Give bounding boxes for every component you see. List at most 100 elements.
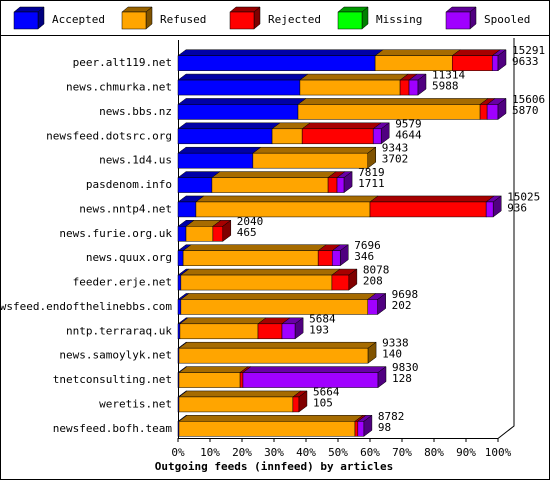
- bar-segment: [317, 244, 341, 266]
- row-count: 5988: [432, 80, 459, 93]
- bar-front: [178, 421, 356, 437]
- bar-front: [327, 177, 338, 193]
- y-tick-label: newsfeed.endofthelinebbs.com: [0, 300, 172, 313]
- legend-swatch: [229, 11, 255, 30]
- row-total: 9698: [392, 288, 419, 301]
- row-count: 9633: [512, 55, 539, 68]
- bar-front: [177, 274, 182, 291]
- x-tick-label: 40%: [296, 446, 316, 459]
- legend-swatch: [121, 11, 147, 30]
- bar-front: [301, 128, 374, 145]
- bar-front: [485, 201, 494, 218]
- legend-item: Spooled: [445, 6, 530, 30]
- y-tick-label: newsfeed.dotsrc.org: [46, 129, 172, 142]
- bar-segment: [178, 390, 302, 413]
- bar-side: [377, 366, 387, 389]
- bar-segment: [185, 220, 222, 242]
- bar-segment: [177, 98, 307, 120]
- x-tick-label: 30%: [264, 446, 284, 459]
- bar-side: [417, 73, 427, 96]
- bar-side: [348, 268, 358, 291]
- y-tick-label: news.bbs.nz: [99, 105, 172, 118]
- bar-segment: [177, 146, 262, 169]
- bar-front: [239, 372, 244, 388]
- bar-front: [271, 128, 303, 145]
- legend-item: Accepted: [13, 6, 105, 30]
- row-count: 128: [392, 372, 412, 385]
- x-axis-title: Outgoing feeds (innfeed) by articles: [155, 460, 393, 473]
- bar-side: [380, 122, 390, 145]
- bar-top: [178, 341, 377, 349]
- y-tick-label: feeder.erje.net: [73, 276, 172, 289]
- bar-front: [180, 274, 333, 291]
- bar-segment: [195, 195, 379, 218]
- bar-top: [180, 268, 341, 276]
- bar-front: [399, 79, 410, 96]
- row-total: 8078: [363, 264, 390, 277]
- row-count: 3702: [382, 153, 409, 166]
- bar-side: [222, 219, 232, 242]
- legend-item: Refused: [121, 6, 206, 30]
- y-tick-label: news.quux.org: [86, 251, 172, 264]
- bar-front: [211, 177, 329, 193]
- bar-segment: [242, 366, 387, 388]
- bar-side: [367, 341, 377, 364]
- bar-segment: [178, 366, 249, 388]
- y-tick-label: pasdenom.info: [86, 178, 172, 191]
- bar-segment: [301, 122, 382, 145]
- legend-item: Missing: [337, 6, 422, 30]
- bar-top: [252, 146, 377, 154]
- bar-segment: [281, 317, 304, 340]
- x-tick-label: 70%: [392, 446, 412, 459]
- legend-label: Spooled: [484, 13, 530, 26]
- bar-side: [294, 317, 304, 340]
- row-count: 208: [363, 275, 383, 288]
- bar-top: [177, 73, 309, 81]
- bar-front: [177, 79, 301, 96]
- bar-segment: [299, 73, 409, 96]
- bar-segment: [252, 146, 377, 169]
- bar-front: [408, 79, 419, 96]
- bar-front: [178, 396, 294, 413]
- bar-front: [292, 396, 300, 413]
- legend-swatch: [445, 11, 471, 30]
- row-count: 346: [354, 250, 374, 263]
- y-tick-label: peer.alt119.net: [73, 56, 172, 69]
- bar-side: [497, 97, 507, 120]
- bar-segment: [177, 171, 221, 193]
- bar-top: [369, 195, 495, 203]
- bar-front: [354, 421, 359, 437]
- bar-front: [257, 323, 283, 340]
- row-total: 9338: [382, 337, 409, 350]
- bar-top: [177, 49, 384, 56]
- bar-side: [343, 171, 353, 194]
- bar-segment: [180, 268, 341, 291]
- bar-front: [367, 299, 378, 315]
- x-tick-label: 20%: [232, 446, 252, 459]
- legend-swatch: [13, 11, 39, 30]
- bar-segment: [177, 122, 281, 145]
- x-tick-label: 10%: [200, 446, 220, 459]
- y-tick-label: nntp.terraraq.uk: [66, 324, 172, 337]
- bar-front: [357, 421, 365, 437]
- row-count: 4644: [395, 128, 422, 141]
- bar-front: [479, 104, 488, 120]
- bar-segment: [177, 73, 309, 96]
- bar-segment: [491, 49, 507, 71]
- row-count: 193: [309, 323, 329, 336]
- bar-top: [301, 122, 382, 130]
- bar-front: [177, 152, 254, 169]
- bar-front: [491, 55, 499, 71]
- bar-segment: [179, 317, 267, 340]
- bar-front: [177, 55, 376, 71]
- bar-segment: [180, 293, 377, 315]
- row-total: 15025: [507, 190, 540, 203]
- row-count: 202: [392, 299, 412, 312]
- legend-swatch: [337, 11, 363, 30]
- bar-front: [177, 177, 213, 193]
- row-count: 140: [382, 348, 402, 361]
- bar-side: [367, 146, 377, 169]
- bar-segment: [297, 98, 489, 120]
- bar-segment: [178, 341, 377, 364]
- bar-side: [377, 292, 386, 315]
